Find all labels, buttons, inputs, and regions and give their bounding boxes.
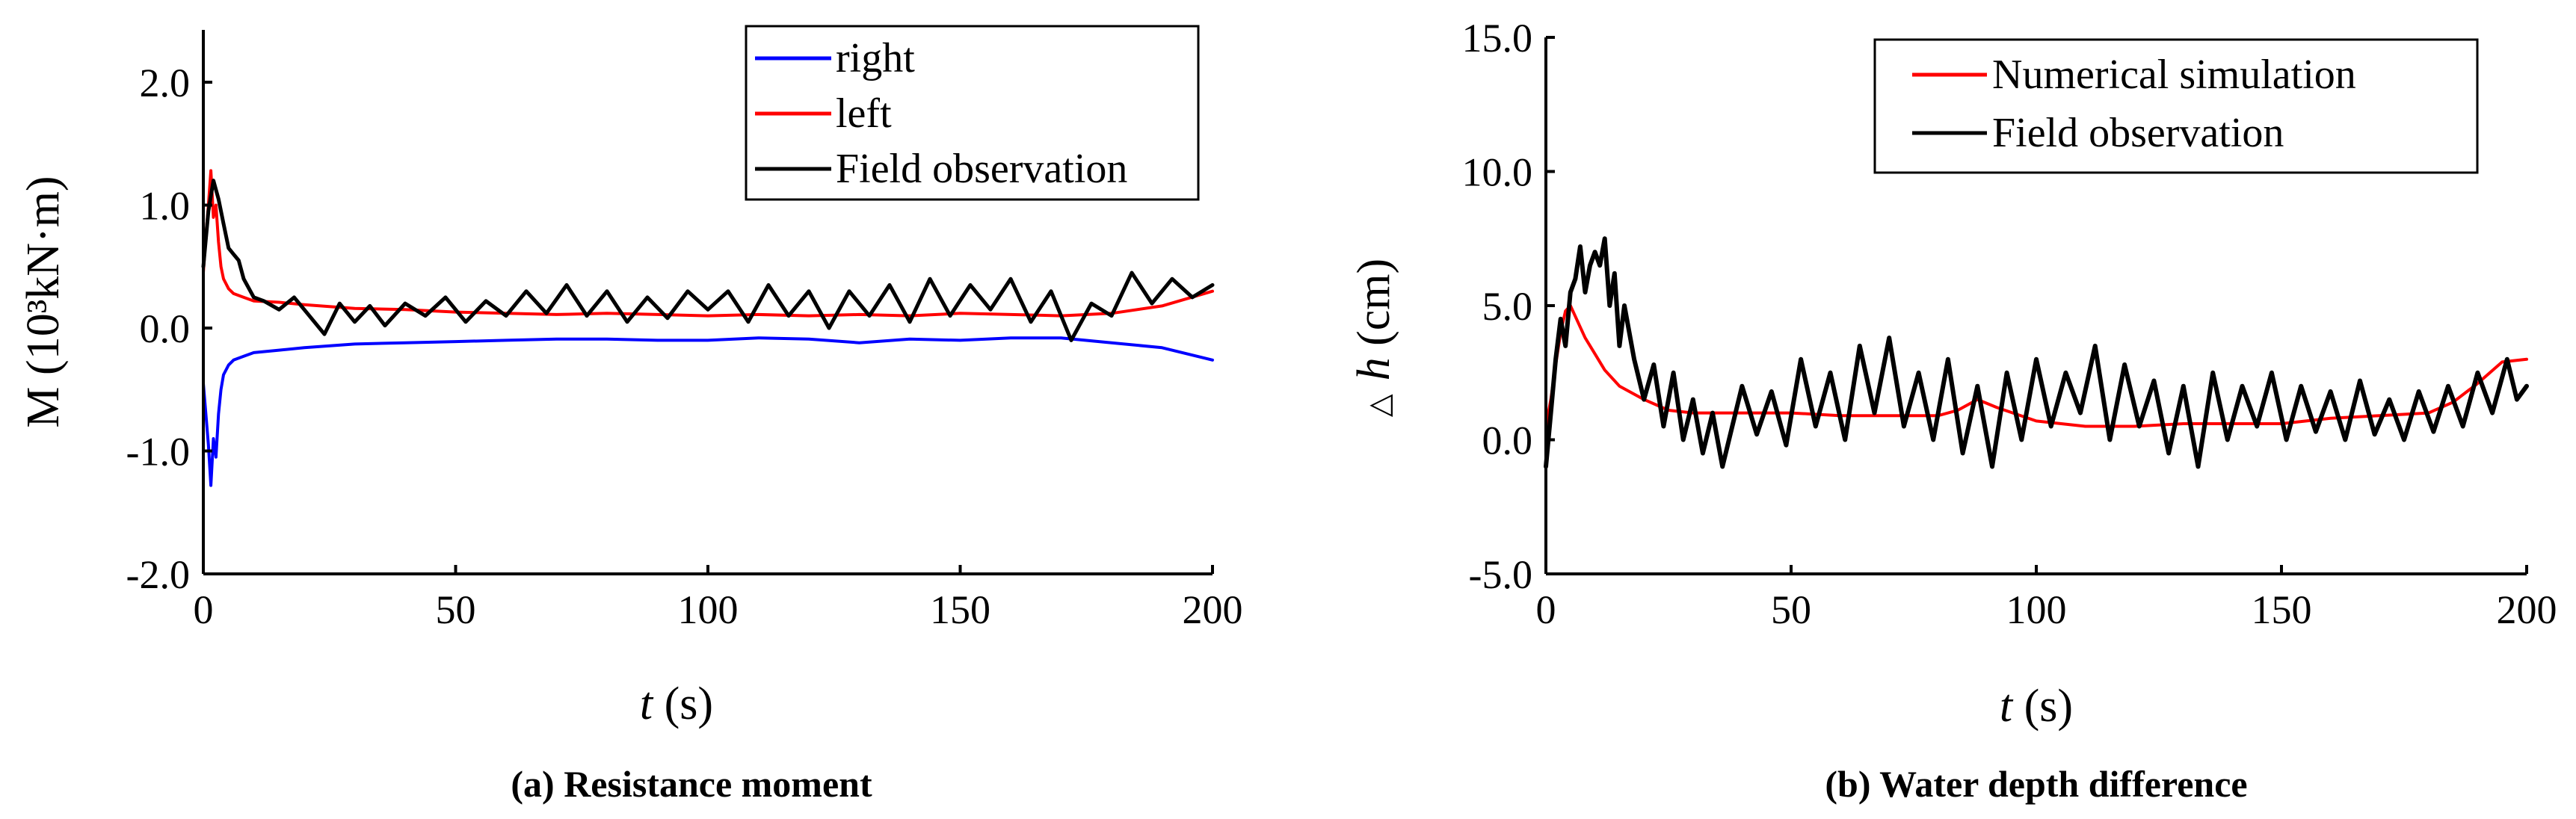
panel-a-caption: (a) Resistance moment: [511, 763, 872, 805]
x-tick-label-a: 50: [436, 587, 476, 632]
x-tick-label-a: 200: [1183, 587, 1243, 632]
legend-label-field-observation-b: Field observation: [1992, 110, 2284, 156]
x-tick-label-a: 150: [930, 587, 990, 632]
x-tick-label-a: 0: [194, 587, 214, 632]
panel-resistance-moment: 0 50 100 150 200 2.0 1.0 0.0 -1.0 -2.0 t (s) M (1…: [18, 26, 1243, 805]
panel-b-legend: Numerical simulation Field observation: [1875, 40, 2477, 173]
panel-b-x-axis-title: t (s): [2000, 681, 2073, 732]
panel-b-y-unit: (cm): [1349, 259, 1399, 358]
panel-a-x-unit: (s): [653, 679, 713, 729]
y-tick-label-a: 0.0: [140, 306, 191, 351]
legend-label-right: right: [836, 35, 915, 81]
panel-a-x-var: t: [640, 679, 654, 729]
x-tick-label-b: 0: [1536, 587, 1556, 632]
panel-a-y-axis-title: M (10³kN·m): [18, 176, 69, 427]
y-tick-label-a: 1.0: [140, 184, 191, 229]
panel-b-x-var: t: [2000, 681, 2014, 732]
y-tick-label-a: 2.0: [140, 61, 191, 105]
y-tick-label-b: 0.0: [1482, 418, 1533, 463]
panel-b-y-prefix: △: [1362, 394, 1396, 417]
legend-label-numerical-simulation: Numerical simulation: [1992, 52, 2356, 98]
panel-b-caption: (b) Water depth difference: [1825, 763, 2247, 805]
panel-b-y-axis-title: △ h (cm): [1349, 259, 1399, 417]
panel-a-series-layer: [203, 170, 1212, 485]
legend-label-field-observation-a: Field observation: [836, 146, 1127, 192]
x-tick-label-b: 100: [2006, 587, 2067, 632]
x-tick-label-a: 100: [678, 587, 739, 632]
y-tick-label-a: -2.0: [126, 552, 190, 597]
x-tick-label-b: 150: [2252, 587, 2312, 632]
legend-label-left: left: [836, 90, 892, 137]
panel-b-y-var: h: [1349, 357, 1399, 380]
y-tick-label-a: -1.0: [126, 430, 190, 475]
y-tick-label-b: 15.0: [1462, 16, 1533, 61]
y-tick-label-b: -5.0: [1469, 552, 1532, 597]
x-tick-label-b: 50: [1771, 587, 1811, 632]
figure-canvas: 0 50 100 150 200 2.0 1.0 0.0 -1.0 -2.0 t (s) M (1…: [0, 0, 2576, 819]
y-tick-label-b: 10.0: [1462, 150, 1533, 195]
x-tick-label-b: 200: [2497, 587, 2557, 632]
panel-water-depth-difference: 0 50 100 150 200 15.0 10.0 5.0 0.0 -5.0 t (s) △ h …: [1349, 16, 2557, 805]
panel-b-series-layer: [1546, 238, 2527, 466]
series-line-right-a: [203, 338, 1212, 485]
panel-a-x-axis-title: t (s): [640, 679, 713, 729]
panel-a-legend: right left Field observation: [746, 26, 1198, 200]
y-tick-label-b: 5.0: [1482, 284, 1533, 329]
panel-b-x-unit: (s): [2012, 681, 2073, 732]
series-line-field-observation-b: [1546, 238, 2527, 466]
